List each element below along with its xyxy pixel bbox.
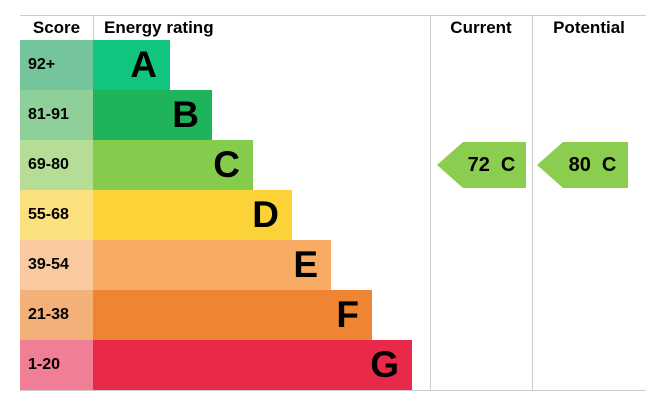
band-row-g: 1-20 G — [20, 340, 412, 390]
current-rating-arrow: 72 C — [437, 142, 526, 188]
column-header-potential: Potential — [553, 18, 625, 37]
band-row-b: 81-91 B — [20, 90, 412, 140]
table-top-border — [20, 15, 646, 16]
current-rating-band: C — [500, 153, 516, 176]
band-bar-d: D — [93, 190, 292, 240]
band-row-f: 21-38 F — [20, 290, 412, 340]
band-letter-e: E — [293, 244, 318, 285]
band-bar-g: G — [93, 340, 412, 390]
band-letter-g: G — [370, 344, 399, 385]
band-score-f: 21-38 — [20, 290, 93, 340]
table-bottom-border — [20, 390, 646, 391]
band-score-d: 55-68 — [20, 190, 93, 240]
band-bar-f: F — [93, 290, 372, 340]
band-row-e: 39-54 E — [20, 240, 412, 290]
rating-bands: 92+ A 81-91 B 69-80 C 55-68 D 39-54 E 21… — [20, 40, 412, 390]
current-rating-value: 72 — [467, 153, 490, 176]
column-header-energy-rating: Energy rating — [104, 18, 214, 37]
band-letter-c: C — [213, 144, 240, 185]
divider-current-potential — [532, 15, 533, 390]
band-letter-b: B — [172, 94, 199, 135]
band-letter-d: D — [252, 194, 279, 235]
band-score-g: 1-20 — [20, 340, 93, 390]
column-header-current: Current — [450, 18, 512, 37]
band-row-c: 69-80 C — [20, 140, 412, 190]
band-row-d: 55-68 D — [20, 190, 412, 240]
band-letter-f: F — [336, 294, 359, 335]
potential-rating-band: C — [601, 153, 617, 176]
divider-score-energy — [93, 15, 94, 40]
band-bar-b: B — [93, 90, 212, 140]
band-score-e: 39-54 — [20, 240, 93, 290]
band-score-a: 92+ — [20, 40, 93, 90]
band-score-c: 69-80 — [20, 140, 93, 190]
potential-rating-arrow: 80 C — [537, 142, 628, 188]
band-bar-e: E — [93, 240, 331, 290]
column-header-score: Score — [32, 18, 81, 37]
band-letter-a: A — [130, 44, 157, 85]
band-bar-c: C — [93, 140, 253, 190]
band-row-a: 92+ A — [20, 40, 412, 90]
band-score-b: 81-91 — [20, 90, 93, 140]
divider-energy-current — [430, 15, 431, 390]
potential-rating-value: 80 — [568, 153, 591, 176]
band-bar-a: A — [93, 40, 170, 90]
